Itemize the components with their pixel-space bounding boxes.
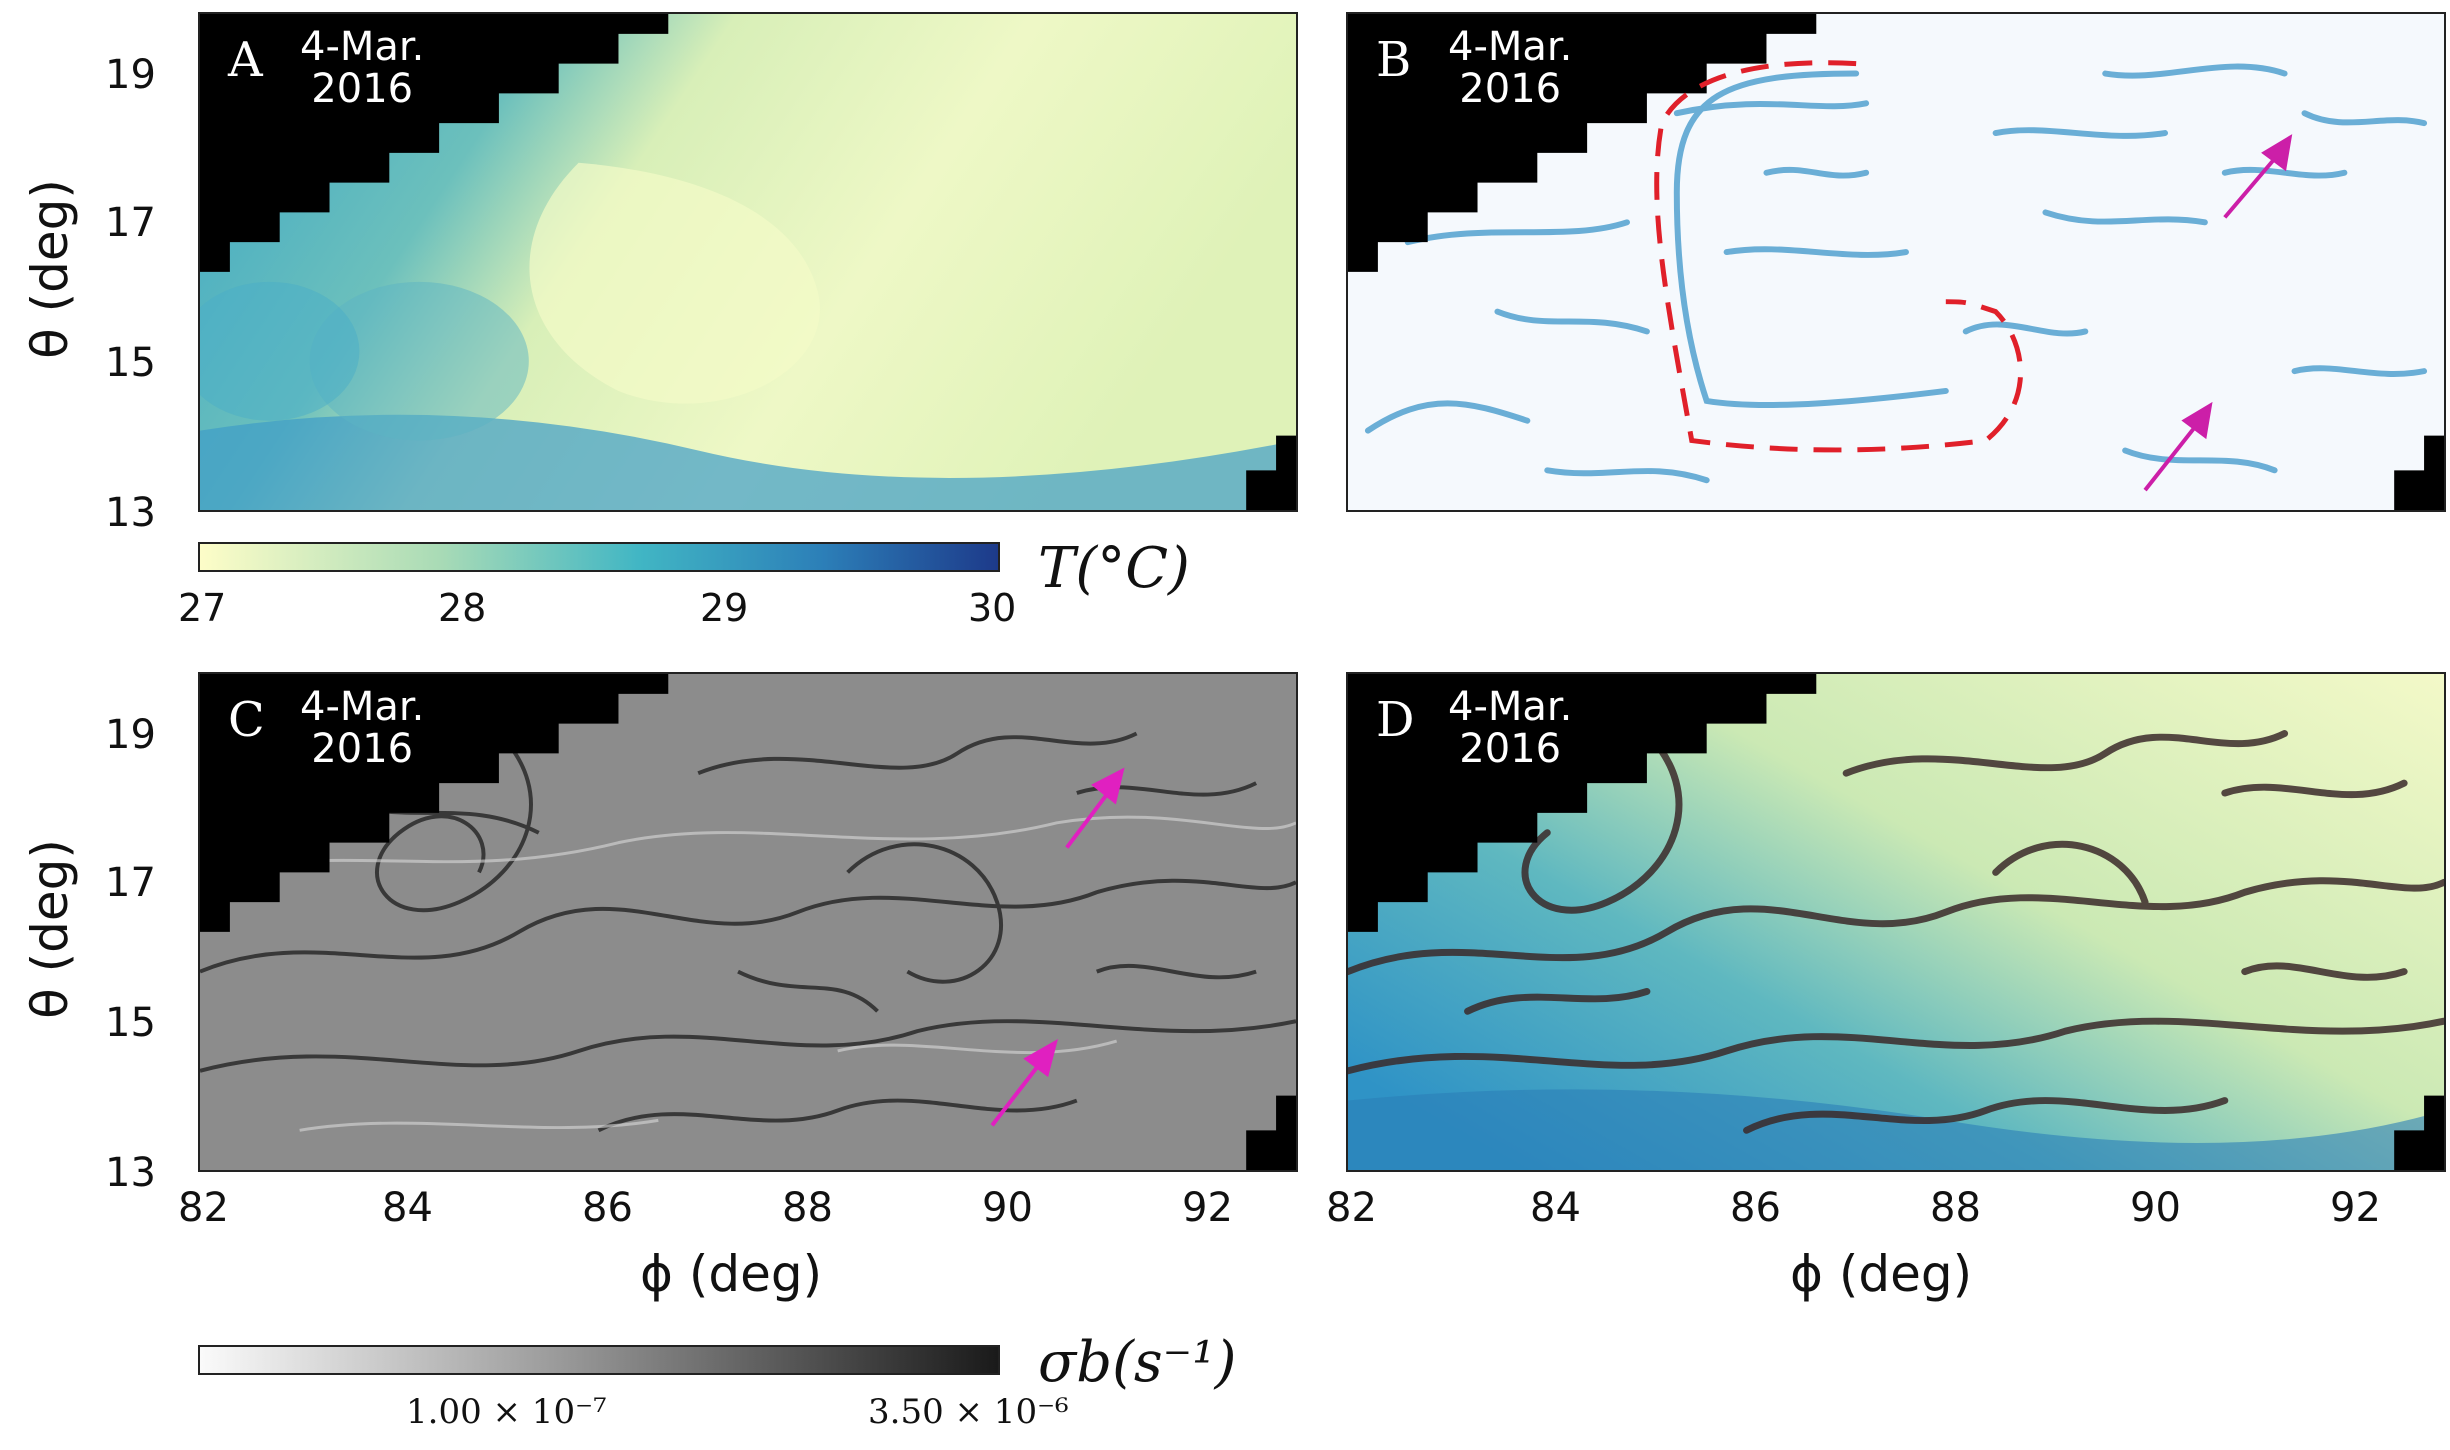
- panel-letter: D: [1376, 692, 1415, 748]
- colorbar-tick: 27: [178, 586, 227, 630]
- x-tick: 92: [1182, 1185, 1233, 1231]
- x-axis-title: ϕ (deg): [1790, 1245, 1973, 1303]
- y-tick: 13: [105, 1150, 156, 1196]
- panel-date: 4-Mar. 2016: [300, 684, 425, 772]
- panel-letter: A: [228, 32, 263, 88]
- panel-letter: B: [1376, 32, 1412, 88]
- panel-date: 4-Mar. 2016: [1448, 684, 1573, 772]
- y-tick: 15: [105, 340, 156, 386]
- overlay-field-image: [1348, 674, 2444, 1170]
- y-tick: 17: [105, 860, 156, 906]
- panel-b-ridge-map: B 4-Mar. 2016: [1346, 12, 2446, 512]
- x-tick: 92: [2330, 1185, 2381, 1231]
- y-tick: 13: [105, 490, 156, 536]
- x-tick: 90: [982, 1185, 1033, 1231]
- temperature-field-image: [200, 14, 1296, 510]
- colorbar-tick: 28: [438, 586, 487, 630]
- sigma-colorbar: [198, 1345, 1000, 1375]
- x-tick: 84: [382, 1185, 433, 1231]
- panel-date: 4-Mar. 2016: [1448, 24, 1573, 112]
- y-tick: 15: [105, 1000, 156, 1046]
- panel-a-temperature-map: A 4-Mar. 2016: [198, 12, 1298, 512]
- x-tick: 88: [1930, 1185, 1981, 1231]
- panel-letter: C: [228, 692, 265, 748]
- y-axis-title: θ (deg): [21, 839, 79, 1019]
- sigma-colorbar-label: σb(s⁻¹): [1038, 1330, 1237, 1395]
- y-tick: 19: [105, 712, 156, 758]
- panel-c-sigma-map: C 4-Mar. 2016: [198, 672, 1298, 1172]
- x-tick: 84: [1530, 1185, 1581, 1231]
- x-tick: 86: [1730, 1185, 1781, 1231]
- sigma-field-image: [200, 674, 1296, 1170]
- arrow-annotations: [990, 767, 1125, 1127]
- temperature-colorbar-label: T(°C): [1038, 536, 1190, 601]
- y-tick: 17: [105, 200, 156, 246]
- x-tick: 90: [2130, 1185, 2181, 1231]
- x-tick: 82: [1326, 1185, 1377, 1231]
- arrow-annotations: [2143, 134, 2293, 492]
- panel-d-overlay-map: D 4-Mar. 2016: [1346, 672, 2446, 1172]
- colorbar-tick: 29: [700, 586, 749, 630]
- colorbar-tick: 3.50 × 10⁻⁶: [868, 1392, 1069, 1432]
- panel-date: 4-Mar. 2016: [300, 24, 425, 112]
- temperature-colorbar: [198, 542, 1000, 572]
- y-tick: 19: [105, 52, 156, 98]
- x-tick: 88: [782, 1185, 833, 1231]
- ridge-lines-image: [1348, 14, 2444, 510]
- colorbar-tick: 1.00 × 10⁻⁷: [406, 1392, 607, 1432]
- x-tick: 82: [178, 1185, 229, 1231]
- colorbar-tick: 30: [968, 586, 1017, 630]
- x-axis-title: ϕ (deg): [640, 1245, 823, 1303]
- x-tick: 86: [582, 1185, 633, 1231]
- y-axis-title: θ (deg): [21, 179, 79, 359]
